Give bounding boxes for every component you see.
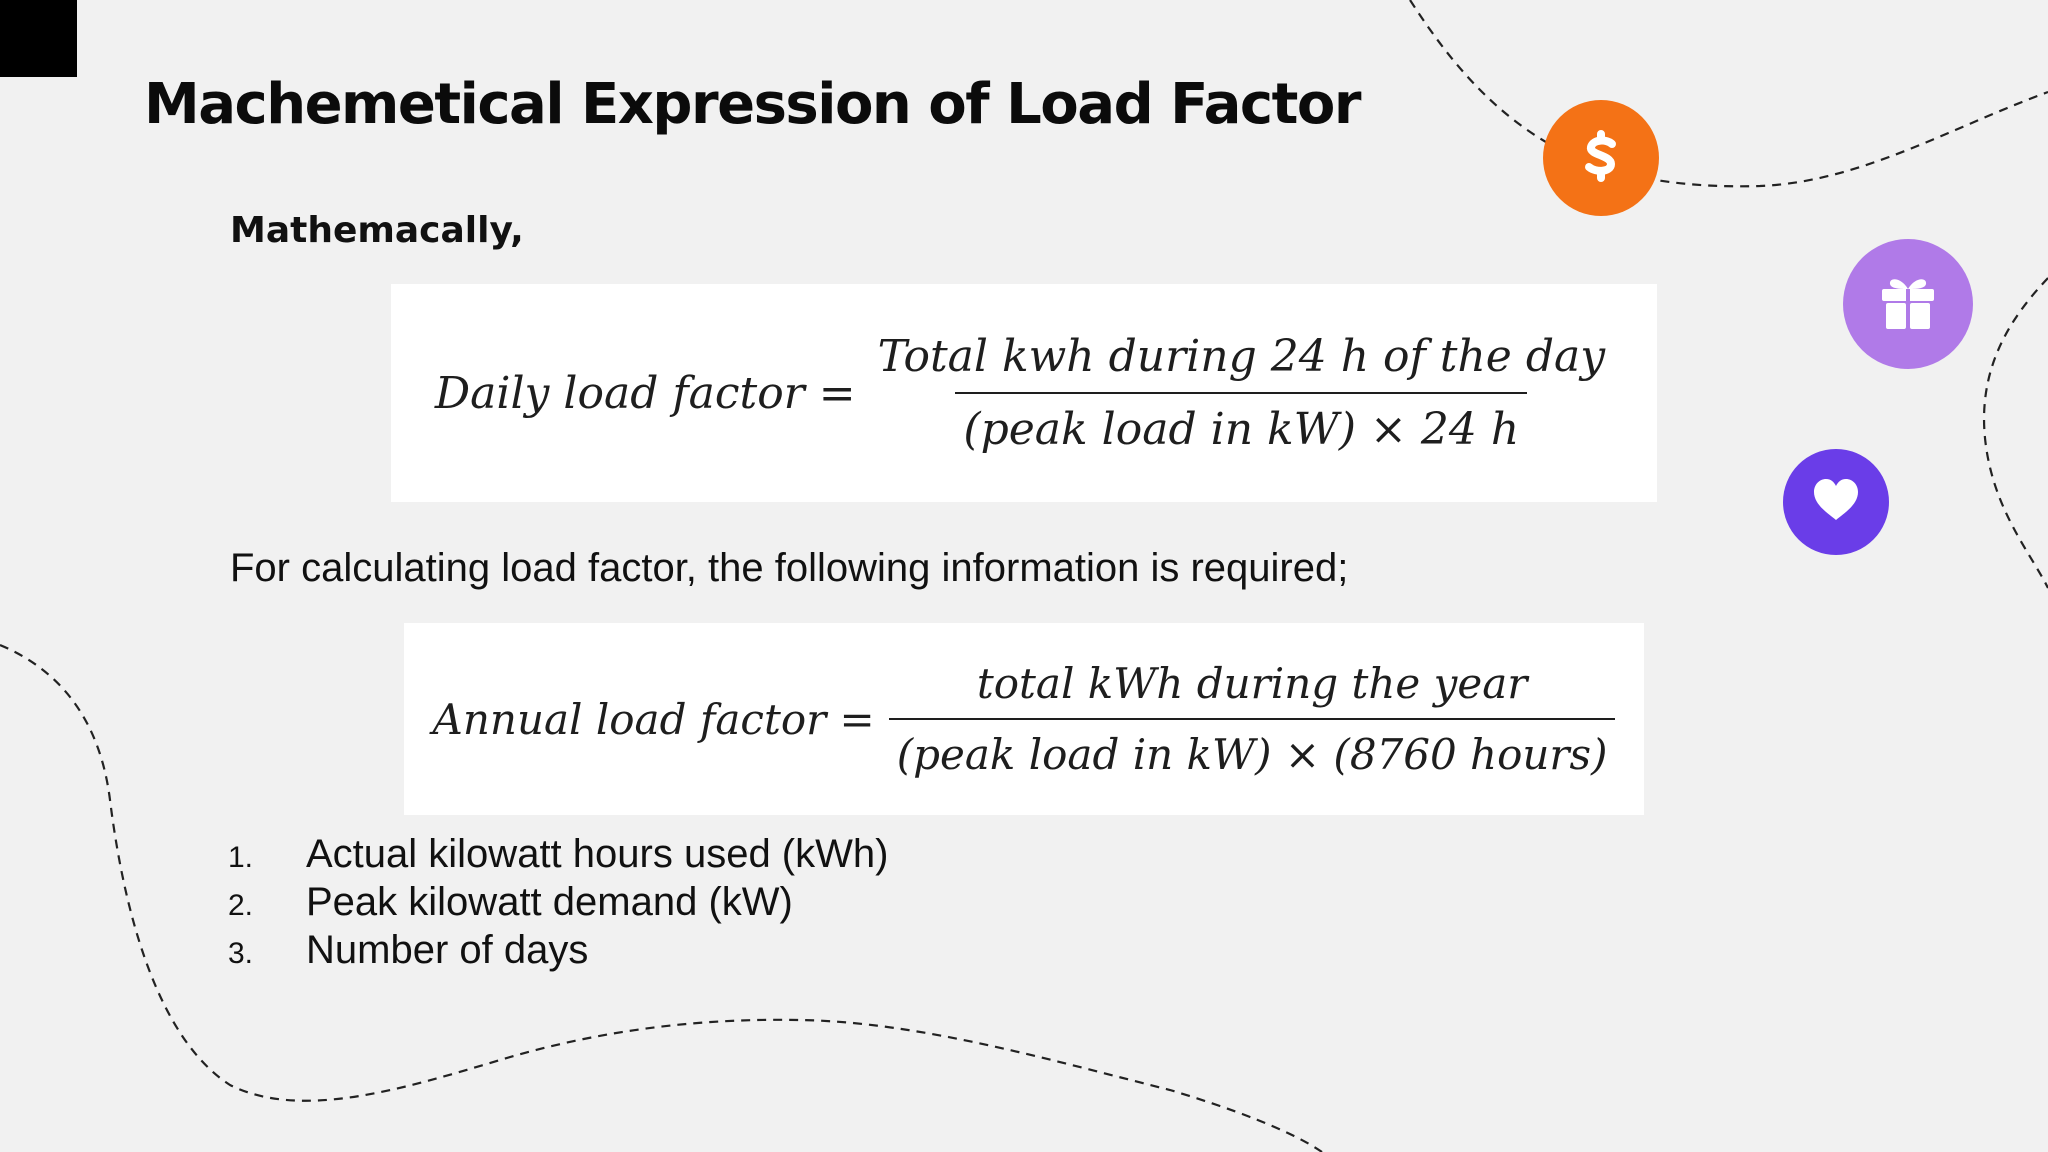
list-item: 2. Peak kilowatt demand (kW) bbox=[228, 880, 888, 928]
list-item-text: Actual kilowatt hours used (kWh) bbox=[306, 832, 889, 876]
heart-badge bbox=[1783, 449, 1889, 555]
requirements-list: 1. Actual kilowatt hours used (kWh) 2. P… bbox=[228, 832, 888, 976]
list-item-number: 3. bbox=[228, 937, 254, 970]
heart-icon bbox=[1811, 477, 1861, 528]
corner-block bbox=[0, 0, 77, 77]
list-item-number: 2. bbox=[228, 889, 254, 922]
daily-formula-fraction: Total kwh during 24 h of the day (peak l… bbox=[870, 331, 1614, 455]
annual-formula-denominator: (peak load in kW) × (8760 hours) bbox=[888, 718, 1616, 779]
annual-formula-lhs: Annual load factor = bbox=[432, 694, 875, 744]
subheading: Mathemacally, bbox=[230, 210, 524, 251]
daily-formula-numerator: Total kwh during 24 h of the day bbox=[877, 331, 1606, 382]
list-item: 1. Actual kilowatt hours used (kWh) bbox=[228, 832, 888, 880]
list-item-number: 1. bbox=[228, 841, 254, 874]
gift-badge bbox=[1843, 239, 1973, 369]
dashed-curve-top bbox=[1409, 0, 2048, 188]
info-text: For calculating load factor, the followi… bbox=[230, 546, 1349, 590]
dashed-curve-right bbox=[1982, 277, 2048, 589]
annual-formula-numerator: total kWh during the year bbox=[976, 659, 1528, 708]
list-item: 3. Number of days bbox=[228, 928, 888, 976]
annual-load-factor-formula: Annual load factor = total kWh during th… bbox=[404, 623, 1644, 815]
list-item-text: Number of days bbox=[306, 928, 589, 972]
annual-formula-fraction: total kWh during the year (peak load in … bbox=[888, 659, 1616, 779]
gift-icon bbox=[1875, 269, 1941, 340]
dollar-icon bbox=[1571, 126, 1631, 191]
dollar-badge bbox=[1543, 100, 1659, 216]
daily-formula-lhs: Daily load factor = bbox=[434, 367, 856, 419]
page-title: Machemetical Expression of Load Factor bbox=[144, 72, 1361, 137]
list-item-text: Peak kilowatt demand (kW) bbox=[306, 880, 793, 924]
daily-load-factor-formula: Daily load factor = Total kwh during 24 … bbox=[391, 284, 1657, 502]
daily-formula-denominator: (peak load in kW) × 24 h bbox=[955, 392, 1528, 455]
